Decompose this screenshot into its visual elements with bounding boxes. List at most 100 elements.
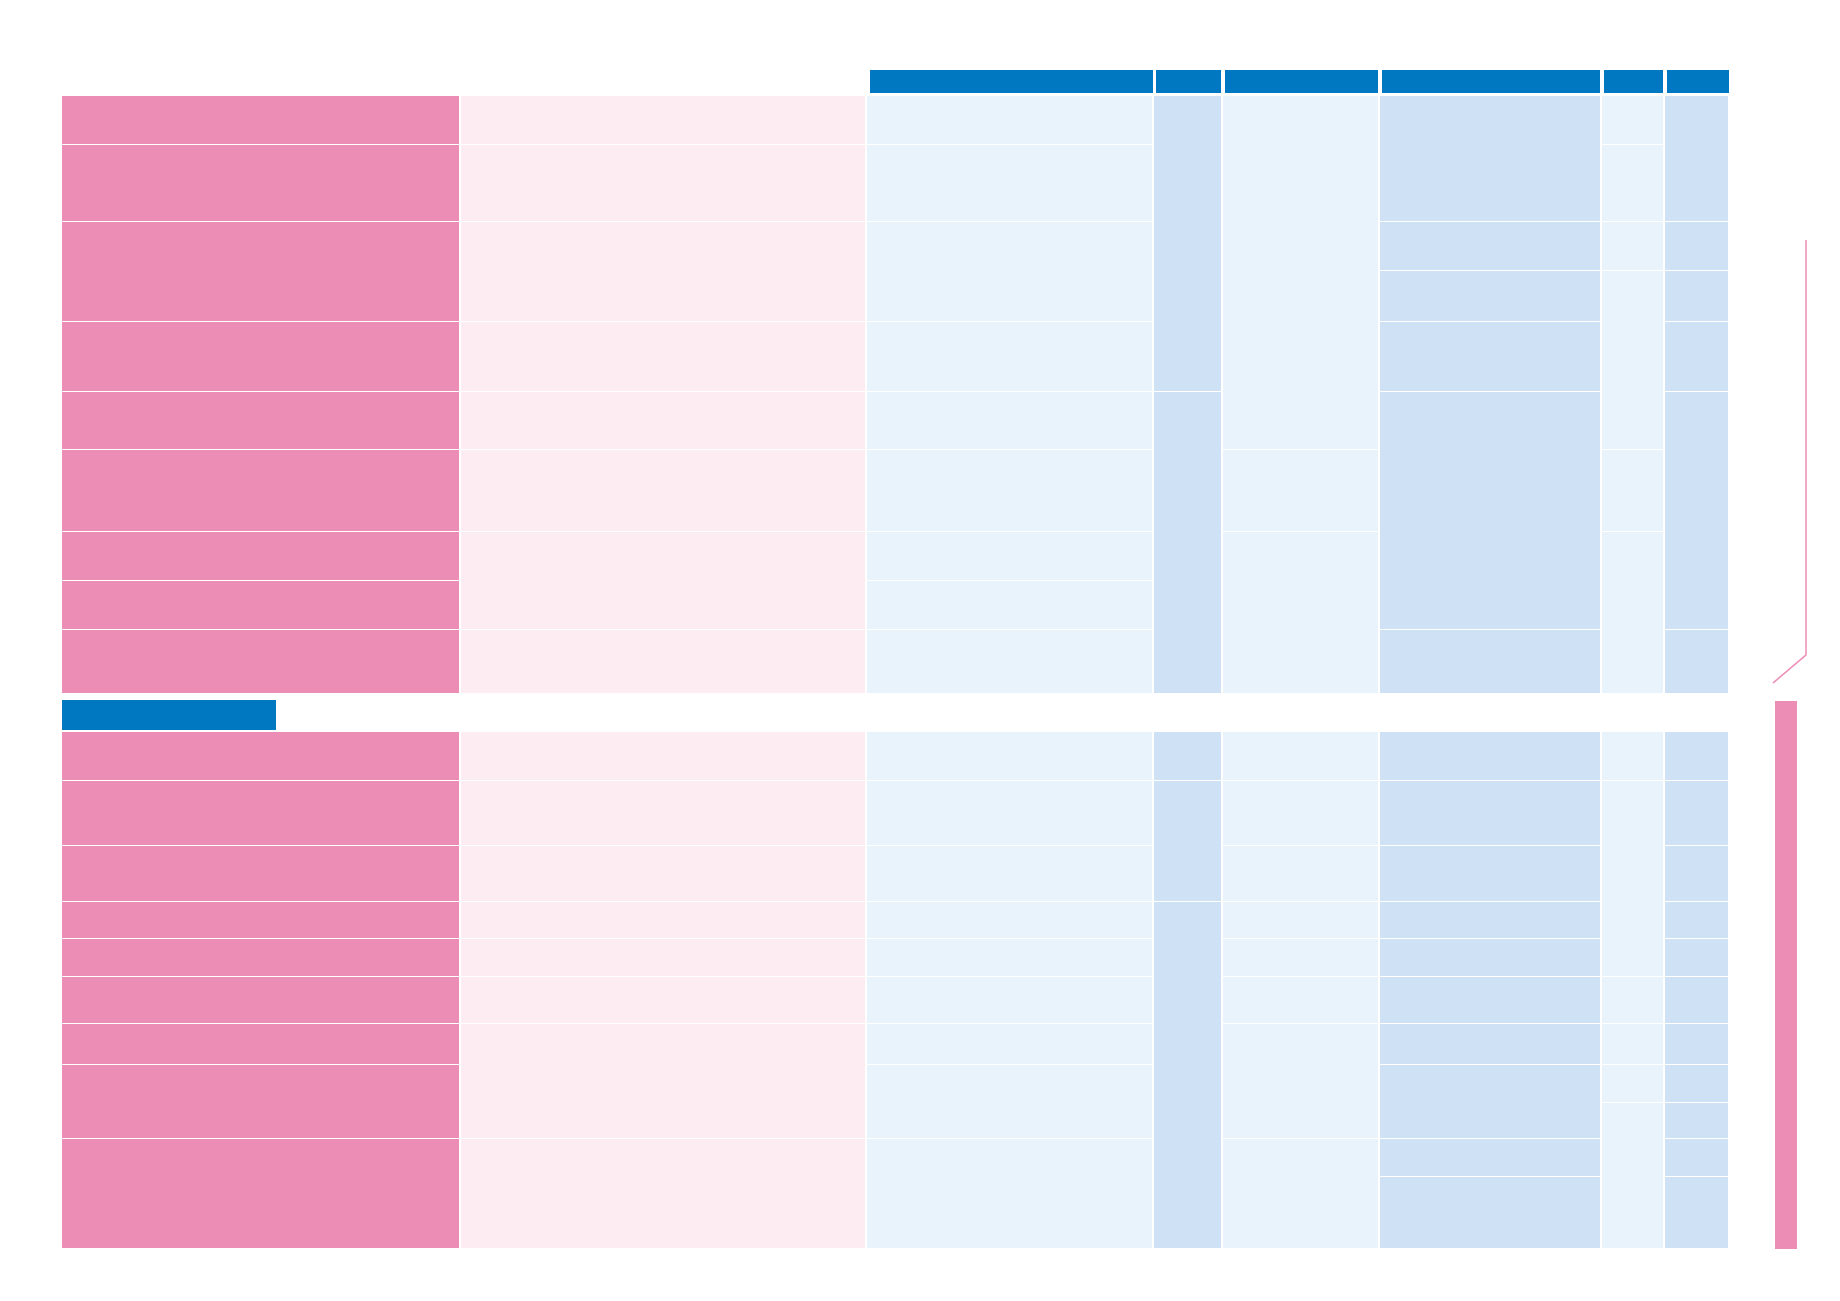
table-cell — [867, 450, 1152, 531]
row-label-cell — [62, 1024, 459, 1064]
table-cell — [867, 145, 1152, 221]
side-tab-bar — [1775, 701, 1797, 1249]
table-cell — [461, 392, 865, 449]
table-cell — [1223, 450, 1378, 531]
table-cell — [867, 222, 1152, 321]
column-header-bar — [870, 70, 1153, 93]
row-label-cell — [62, 846, 459, 901]
row-label-cell — [62, 450, 459, 531]
table-cell — [461, 939, 865, 976]
row-label-cell — [62, 322, 459, 391]
table-cell — [1380, 96, 1600, 221]
table-cell — [1665, 222, 1728, 270]
table-cell — [461, 902, 865, 938]
table-cell — [867, 322, 1152, 391]
table-cell — [1665, 271, 1728, 321]
table-cell — [461, 222, 865, 321]
table-cell — [1380, 1024, 1600, 1064]
table-cell — [867, 630, 1152, 693]
table-cell — [1665, 1103, 1728, 1138]
table-cell — [1602, 96, 1663, 144]
column-header-bar — [1382, 70, 1600, 93]
table-cell — [461, 532, 865, 629]
table-cell — [1380, 846, 1600, 901]
table-cell — [1602, 450, 1663, 531]
table-cell — [461, 450, 865, 531]
table-cell — [1602, 1103, 1663, 1248]
row-label-cell — [62, 977, 459, 1023]
row-label-cell — [62, 392, 459, 449]
table-cell — [461, 732, 865, 780]
column-header-bar — [1156, 70, 1221, 93]
table-cell — [1665, 977, 1728, 1023]
table-cell — [867, 732, 1152, 780]
table-cell — [1154, 902, 1221, 1248]
table-cell — [1223, 781, 1378, 845]
section-header-bar — [62, 700, 276, 730]
table-cell — [1665, 781, 1728, 845]
table-cell — [461, 1139, 865, 1248]
row-label-cell — [62, 902, 459, 938]
table-cell — [1665, 939, 1728, 976]
table-cell — [867, 846, 1152, 901]
table-cell — [1223, 1139, 1378, 1248]
table-cell — [1602, 145, 1663, 221]
table-cell — [867, 977, 1152, 1023]
table-cell — [1665, 732, 1728, 780]
table-cell — [1665, 1177, 1728, 1248]
table-cell — [1665, 1024, 1728, 1064]
table-cell — [867, 392, 1152, 449]
row-label-cell — [62, 96, 459, 144]
table-cell — [1223, 977, 1378, 1023]
table-cell — [1602, 1024, 1663, 1064]
table-cell — [461, 781, 865, 845]
table-cell — [867, 1024, 1152, 1064]
table-cell — [1602, 222, 1663, 270]
table-cell — [1665, 322, 1728, 391]
row-label-cell — [62, 630, 459, 693]
row-label-cell — [62, 1139, 459, 1248]
table-cell — [1154, 96, 1221, 391]
row-label-cell — [62, 581, 459, 629]
column-header-bar — [1667, 70, 1729, 93]
table-cell — [867, 581, 1152, 629]
table-cell — [867, 96, 1152, 144]
table-cell — [1154, 732, 1221, 780]
table-cell — [1223, 96, 1378, 449]
table-cell — [461, 1024, 865, 1138]
table-cell — [867, 532, 1152, 580]
table-cell — [461, 322, 865, 391]
row-label-cell — [62, 781, 459, 845]
table-cell — [1223, 1024, 1378, 1138]
table-cell — [461, 145, 865, 221]
table-cell — [1665, 1139, 1728, 1176]
table-cell — [1602, 781, 1663, 976]
table-cell — [1223, 902, 1378, 938]
table-cell — [461, 630, 865, 693]
table-cell — [1602, 1065, 1663, 1102]
row-label-cell — [62, 145, 459, 221]
column-header-bar — [1225, 70, 1378, 93]
table-cell — [1602, 977, 1663, 1023]
table-cell — [1380, 902, 1600, 938]
row-label-cell — [62, 222, 459, 321]
table-cell — [1602, 732, 1663, 780]
column-header-bar — [1604, 70, 1663, 93]
table-cell — [867, 781, 1152, 845]
table-cell — [1380, 977, 1600, 1023]
table-cell — [461, 977, 865, 1023]
row-label-cell — [62, 1065, 459, 1138]
table-cell — [1223, 939, 1378, 976]
table-cell — [1380, 322, 1600, 391]
table-cell — [1380, 1139, 1600, 1176]
table-cell — [1602, 271, 1663, 449]
table-cell — [1154, 781, 1221, 901]
table-cell — [1380, 732, 1600, 780]
table-cell — [867, 1065, 1152, 1138]
table-cell — [867, 1139, 1152, 1248]
table-cell — [867, 939, 1152, 976]
table-cell — [1602, 532, 1663, 693]
table-cell — [1380, 781, 1600, 845]
table-cell — [1223, 846, 1378, 901]
table-cell — [1380, 939, 1600, 976]
